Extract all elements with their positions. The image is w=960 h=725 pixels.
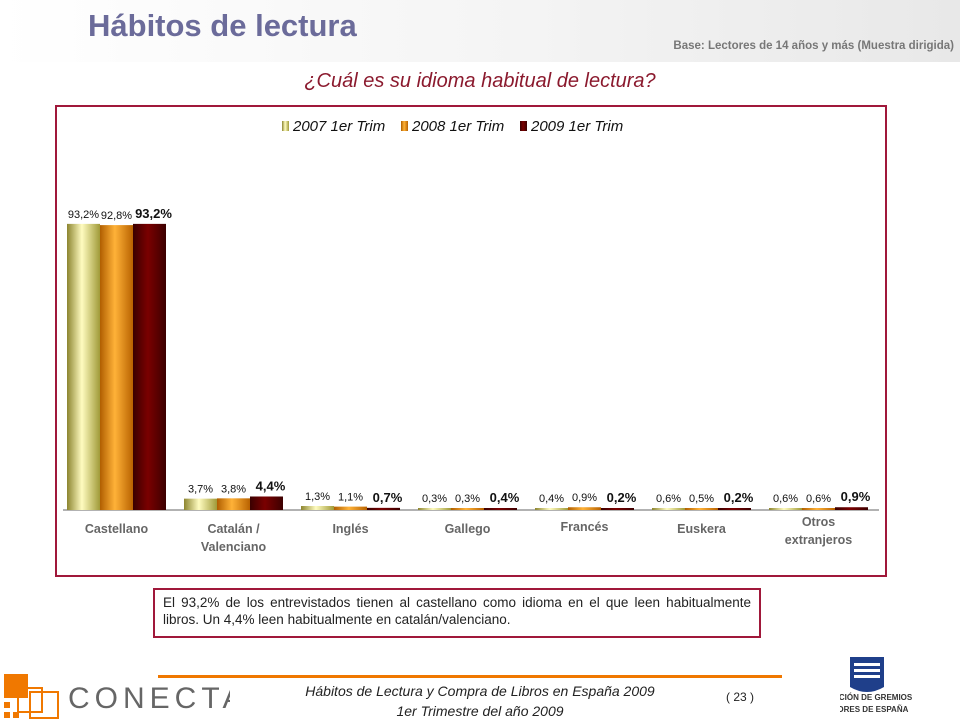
federacion-line-1: FEDERACIÓN DE GREMIOS bbox=[840, 693, 913, 702]
bar bbox=[535, 508, 568, 510]
bar bbox=[67, 223, 100, 510]
bar bbox=[685, 508, 718, 510]
legend-swatch bbox=[282, 121, 289, 131]
bar bbox=[601, 508, 634, 510]
value-label: 3,7% bbox=[188, 484, 213, 496]
value-label: 1,1% bbox=[338, 492, 363, 504]
value-label: 0,4% bbox=[539, 493, 564, 505]
bar bbox=[835, 507, 868, 510]
footer-line-1: Hábitos de Lectura y Compra de Libros en… bbox=[305, 683, 655, 699]
category-label: Gallego bbox=[445, 522, 491, 536]
value-label: 0,5% bbox=[689, 493, 714, 505]
value-label: 92,8% bbox=[101, 210, 132, 222]
bar bbox=[133, 223, 166, 510]
value-label: 0,6% bbox=[656, 493, 681, 505]
page-number: ( 23 ) bbox=[726, 690, 755, 704]
category-label: Catalán / bbox=[207, 522, 260, 536]
bar-chart: 2007 1er Trim 2008 1er Trim 2009 1er Trim … bbox=[63, 118, 879, 554]
chart-legend: 2007 1er Trim 2008 1er Trim 2009 1er Trim bbox=[282, 118, 623, 135]
bar bbox=[484, 508, 517, 510]
bar bbox=[652, 508, 685, 510]
summary-note: El 93,2% de los entrevistados tienen al … bbox=[153, 588, 761, 638]
bar bbox=[250, 496, 283, 510]
bar bbox=[100, 225, 133, 510]
value-label: 0,7% bbox=[373, 490, 403, 505]
chart-question: ¿Cuál es su idioma habitual de lectura? bbox=[304, 70, 656, 92]
bar bbox=[301, 506, 334, 510]
legend-swatch bbox=[520, 121, 527, 131]
bar bbox=[418, 508, 451, 510]
value-label: 0,9% bbox=[572, 492, 597, 504]
bar bbox=[334, 506, 367, 510]
conecta-wordmark: CONECTA bbox=[68, 682, 230, 715]
footer-divider bbox=[158, 675, 782, 678]
category-label: Euskera bbox=[677, 522, 727, 536]
value-label: 93,2% bbox=[135, 206, 172, 221]
category-label: Valenciano bbox=[201, 540, 267, 554]
footer-text: Hábitos de Lectura y Compra de Libros en… bbox=[260, 681, 700, 721]
value-label: 0,3% bbox=[422, 493, 447, 505]
category-label: Inglés bbox=[332, 522, 368, 536]
page-title: Hábitos de lectura bbox=[88, 8, 357, 43]
category-label: Castellano bbox=[85, 522, 149, 536]
value-label: 0,2% bbox=[607, 490, 637, 505]
bar bbox=[802, 508, 835, 510]
federacion-line-2: DE EDITORES DE ESPAÑA bbox=[840, 705, 909, 714]
value-label: 0,4% bbox=[490, 490, 520, 505]
legend-label: 2008 1er Trim bbox=[411, 118, 504, 135]
chart-category-labels: Castellano Catalán / Valenciano Inglés Galle… bbox=[85, 515, 852, 554]
category-label: extranjeros bbox=[785, 533, 852, 547]
value-label: 0,3% bbox=[455, 493, 480, 505]
category-label: Francés bbox=[561, 520, 609, 534]
value-label: 0,6% bbox=[806, 493, 831, 505]
bar bbox=[568, 507, 601, 510]
header-bar bbox=[0, 0, 960, 62]
conecta-logo: CONECTA bbox=[0, 672, 242, 720]
value-label: 1,3% bbox=[305, 491, 330, 503]
bar bbox=[367, 507, 400, 510]
bar bbox=[451, 508, 484, 510]
bar bbox=[184, 498, 217, 510]
category-label: Otros bbox=[802, 515, 835, 529]
chart-bars bbox=[63, 223, 879, 511]
value-label: 0,6% bbox=[773, 493, 798, 505]
value-label: 0,2% bbox=[724, 490, 754, 505]
bar bbox=[217, 498, 250, 510]
chart-frame: 2007 1er Trim 2008 1er Trim 2009 1er Trim … bbox=[55, 105, 887, 577]
legend-label: 2009 1er Trim bbox=[530, 118, 623, 135]
value-label: 93,2% bbox=[68, 209, 99, 221]
bar bbox=[769, 508, 802, 510]
chart-value-labels: 93,2% 92,8% 93,2% 3,7% 3,8% 4,4% 1,3% 1,1% 0,7% 0… bbox=[68, 206, 871, 505]
footer-line-2: 1er Trimestre del año 2009 bbox=[396, 703, 564, 719]
legend-label: 2007 1er Trim bbox=[292, 118, 385, 135]
base-note: Base: Lectores de 14 años y más (Muestra… bbox=[673, 40, 954, 52]
federacion-logo-icon: FEDERACIÓN DE GREMIOS DE EDITORES DE ESP… bbox=[806, 657, 913, 714]
value-label: 3,8% bbox=[221, 483, 246, 495]
legend-swatch bbox=[401, 121, 408, 131]
value-label: 0,9% bbox=[841, 489, 871, 504]
bar bbox=[718, 508, 751, 510]
federacion-logo: FEDERACIÓN DE GREMIOS DE EDITORES DE ESP… bbox=[806, 655, 960, 720]
value-label: 4,4% bbox=[256, 478, 286, 493]
conecta-logo-icon: CONECTA bbox=[4, 674, 242, 719]
